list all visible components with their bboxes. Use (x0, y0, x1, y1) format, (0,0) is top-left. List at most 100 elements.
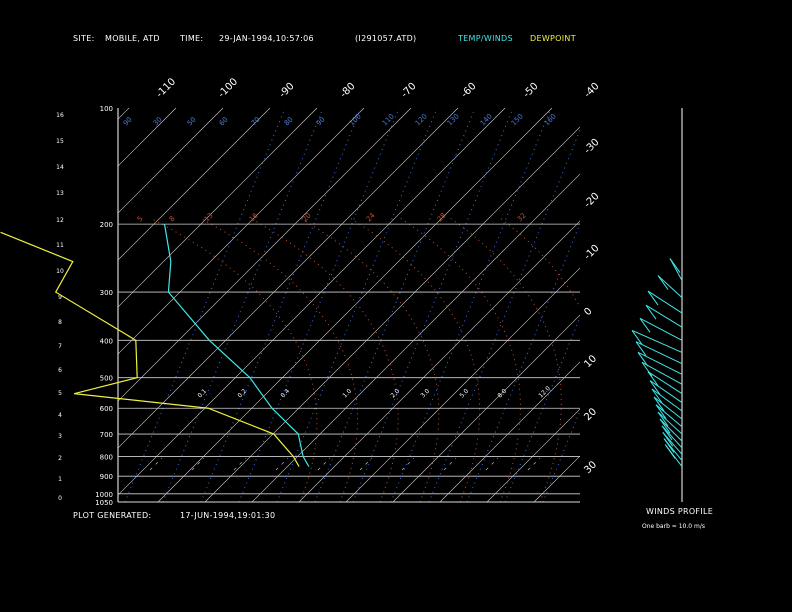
thickness-tick (485, 457, 499, 471)
dry-adiabat-line (249, 217, 399, 502)
dry-adiabat-label: 28 (436, 211, 448, 223)
dry-adiabat-label: 32 (516, 211, 528, 223)
dewpoint-trace (0, 231, 300, 467)
mixing-ratio-label: 120 (414, 112, 429, 127)
mixing-ratio-label: 60 (218, 115, 230, 127)
pressure-tick-label: 900 (100, 473, 113, 481)
wind-panel-note: One barb = 10.0 m/s (642, 523, 705, 530)
mixing-ratio-line (314, 108, 476, 502)
thickness-label: 8.0 (496, 388, 508, 400)
wind-barb-flag (631, 330, 643, 345)
mixing-ratio-label: 150 (510, 112, 525, 127)
wind-barb-flag (663, 438, 675, 453)
dry-adiabat-label: 5 (136, 215, 145, 224)
pressure-tick-label: 600 (100, 405, 113, 413)
isotherm-line (118, 108, 177, 167)
dry-adiabat-label: 24 (365, 211, 377, 223)
mixing-ratio-line (504, 315, 580, 502)
wind-profile (631, 108, 683, 502)
mixing-ratio-line (238, 108, 400, 502)
dry-adiabat-line (449, 217, 562, 502)
mixing-ratio-label: 90 (315, 115, 327, 127)
height-km-label: 9 (58, 294, 62, 301)
height-km-label: 4 (58, 412, 62, 419)
isotherm-line (118, 108, 271, 261)
isotherm-line (675, 108, 792, 502)
wind-barb (655, 404, 683, 428)
wind-barb (653, 396, 683, 420)
thickness-label: 0.2 (236, 388, 248, 400)
mixing-ratio-line (162, 108, 324, 502)
height-km-label: 3 (58, 433, 62, 440)
isotherm-line (0, 108, 82, 502)
pressure-tick-label: 100 (100, 105, 113, 113)
mixing-ratio-label: 100 (348, 112, 363, 127)
thickness-tick (275, 457, 289, 471)
mixing-ratio-line (619, 108, 779, 502)
wind-barb-flag (647, 371, 659, 386)
isotherm-line (157, 108, 553, 502)
wind-barb (661, 425, 683, 449)
wind-barb-flag (662, 432, 674, 447)
isotherm-line (118, 108, 365, 355)
generated-value: 17-JUN-1994,19:01:30 (180, 511, 275, 520)
isotherm-label: -80 (338, 81, 357, 100)
isotherm-line (392, 314, 580, 502)
isotherm-label: -50 (521, 81, 540, 100)
thickness-label: 5.0 (458, 388, 470, 400)
height-km-label: 16 (56, 112, 64, 119)
pressure-tick-label: 1000 (95, 491, 113, 499)
wind-barb (657, 411, 683, 435)
height-km-label: 8 (58, 319, 62, 326)
file-id: (I291057.ATD) (355, 34, 416, 43)
thickness-tick (233, 457, 247, 471)
dry-adiabat-line (399, 217, 521, 502)
isotherm-label: 30 (582, 459, 599, 476)
site-label: SITE: (73, 34, 95, 43)
temperature-trace (163, 224, 310, 467)
thickness-tick (527, 457, 541, 471)
isotherm-line (298, 220, 580, 502)
thickness-label: 0.1 (196, 388, 208, 400)
generated-label: PLOT GENERATED: (73, 511, 151, 520)
isotherm-line (439, 361, 580, 502)
wind-barb (669, 258, 683, 281)
dry-adiabat-line (349, 217, 480, 502)
site-value: MOBILE, ATD (105, 34, 160, 43)
wind-barb-flag (653, 396, 665, 412)
isotherm-label: -40 (582, 81, 601, 100)
mixing-ratio-line (428, 128, 580, 502)
dry-adiabat-line (499, 217, 580, 502)
isotherm-label: -110 (154, 76, 178, 100)
thickness-tick (359, 457, 373, 471)
isotherm-line (0, 108, 35, 502)
thickness-tick (317, 457, 331, 471)
height-km-label: 14 (56, 164, 64, 171)
isotherm-line (118, 108, 459, 449)
mixing-ratio-line (276, 108, 438, 502)
isotherm-line (118, 108, 224, 214)
dry-adiabat-label: 13 (203, 211, 215, 223)
wind-barb (649, 380, 683, 403)
wind-panel-title: WINDS PROFILE (646, 507, 713, 516)
isotherm-line (628, 108, 792, 502)
wind-barb-flag (641, 361, 653, 377)
mixing-ratio-label: 90 (122, 115, 134, 127)
plot-area (0, 108, 792, 502)
wind-barb-flag (657, 411, 669, 427)
height-km-label: 12 (56, 217, 64, 224)
thickness-label: 1.0 (341, 388, 353, 400)
isotherm-line (722, 108, 792, 502)
mixing-ratio-label: 30 (152, 115, 164, 127)
wind-barb (657, 275, 683, 298)
wind-barb-flag (659, 418, 671, 434)
isotherm-line (118, 108, 506, 496)
pressure-tick-label: 700 (100, 431, 113, 439)
data-layer (0, 224, 310, 467)
thickness-label: 3.0 (419, 388, 431, 400)
isotherm-label: -70 (399, 81, 418, 100)
isotherm-line (118, 108, 318, 308)
mixing-ratio-label: 140 (479, 112, 494, 127)
pressure-tick-label: 200 (100, 221, 113, 229)
dry-adiabat-line (299, 217, 440, 502)
